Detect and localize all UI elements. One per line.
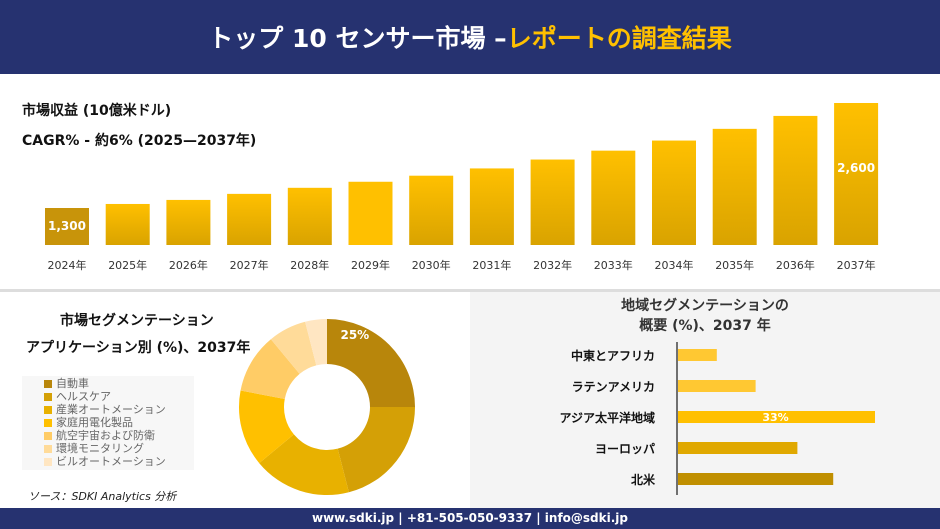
region-segment-panel: 地域セグメンテーションの 概要 (%)、2037 年 中東とアフリカ ラテンアメリ… — [470, 292, 940, 509]
application-segment-panel: 市場セグメンテーション アプリケーション別 (%)、2037年 自動車 ヘルスケア… — [0, 292, 468, 509]
x-tick-label: 2024年 — [48, 258, 87, 272]
legend-label: 自動車 — [56, 377, 89, 390]
data-label: 1,300 — [48, 219, 86, 233]
x-tick-label: 2027年 — [230, 258, 269, 272]
chart-subtitle: CAGR% - 約6% (2025—2037年) — [22, 133, 257, 149]
legend-swatch — [44, 431, 52, 440]
x-tick-label: 2036年 — [776, 258, 815, 272]
region-label: ラテンアメリカ — [571, 380, 655, 394]
legend-item: 自動車 — [44, 377, 194, 390]
region-bars: 33% — [676, 342, 875, 495]
x-tick-label: 2031年 — [472, 258, 511, 272]
bar-2024年 — [45, 208, 89, 245]
legend-swatch — [44, 405, 52, 414]
x-tick-label: 2025年 — [108, 258, 147, 272]
legend-item: 航空宇宙および防衛 — [44, 429, 194, 442]
x-tick-label: 2029年 — [351, 258, 390, 272]
region-label: 北米 — [630, 473, 655, 487]
bar-2029年 — [348, 181, 393, 245]
x-tick-label: 2030年 — [412, 258, 451, 272]
bar-2033年 — [591, 150, 636, 245]
legend-swatch — [44, 418, 52, 427]
legend-swatch — [44, 379, 52, 388]
legend-item: 環境モニタリング — [44, 442, 194, 455]
bar-2032年 — [530, 159, 575, 245]
legend-swatch — [44, 444, 52, 453]
bar-2026年 — [166, 199, 211, 245]
region-subtitle: 概要 (%)、2037 年 — [639, 318, 771, 334]
legend-label: 家庭用電化製品 — [56, 416, 133, 429]
legend-swatch — [44, 392, 52, 401]
slice-環境モニタリング — [270, 321, 317, 374]
legend-item: 家庭用電化製品 — [44, 416, 194, 429]
bar-中東とアフリカ — [678, 349, 717, 361]
legend-label: 航空宇宙および防衛 — [56, 429, 155, 442]
footer-contact: www.sdki.jp | +81-505-050-9337 | info@sd… — [0, 508, 940, 529]
x-tick-label: 2033年 — [594, 258, 633, 272]
data-label: 25% — [340, 328, 369, 342]
x-tick-label: 2034年 — [655, 258, 694, 272]
pie-subtitle: アプリケーション別 (%)、2037年 — [26, 340, 251, 356]
application-donut: 25% — [238, 319, 415, 495]
pie-title: 市場セグメンテーション — [60, 313, 214, 329]
legend-item: ビルオートメーション — [44, 455, 194, 468]
x-tick-label: 2026年 — [169, 258, 208, 272]
revenue-bars: 2024年 1,300 2025年 2026年 2027年 2028年 2029年 2030年… — [45, 102, 879, 272]
region-title: 地域セグメンテーションの — [621, 298, 789, 314]
bar-2027年 — [227, 193, 272, 245]
region-label: 中東とアフリカ — [570, 349, 655, 363]
divider — [0, 289, 940, 292]
bar-2025年 — [105, 203, 150, 245]
bar-2035年 — [712, 128, 757, 245]
slice-産業オートメーション — [259, 434, 349, 495]
header: トップ 10 センサー市場 – レポートの調査結果 — [0, 0, 940, 74]
title-main: トップ 10 センサー市場 – — [208, 24, 507, 53]
legend-label: ヘルスケア — [56, 390, 111, 403]
legend-label: ビルオートメーション — [56, 455, 166, 468]
bar-2030年 — [409, 175, 454, 245]
chart-title: 市場収益 (10億米ドル) — [22, 103, 172, 119]
legend-label: 産業オートメーション — [56, 403, 166, 416]
x-tick-label: 2032年 — [533, 258, 572, 272]
x-tick-label: 2037年 — [837, 258, 876, 272]
source-note: ソース：SDKI Analytics 分析 — [28, 490, 177, 503]
bar-ラテンアメリカ — [678, 380, 756, 392]
slice-航空宇宙および防衛 — [240, 339, 300, 399]
data-label: 33% — [762, 411, 788, 424]
data-label: 2,600 — [837, 161, 875, 175]
pie-legend: 自動車 ヘルスケア 産業オートメーション 家庭用電化製品 航空宇宙および防衛 環境モニタリ… — [22, 376, 194, 470]
slice-ヘルスケア — [337, 407, 415, 493]
bar-2028年 — [287, 187, 332, 245]
title-accent: レポートの調査結果 — [506, 24, 732, 53]
x-tick-label: 2035年 — [715, 258, 754, 272]
legend-item: ヘルスケア — [44, 390, 194, 403]
slice-家庭用電化製品 — [238, 390, 294, 464]
legend-swatch — [44, 457, 52, 466]
region-label: アジア太平洋地域 — [559, 411, 655, 425]
legend-label: 環境モニタリング — [56, 442, 144, 455]
bar-2036年 — [773, 115, 818, 245]
x-tick-label: 2028年 — [290, 258, 329, 272]
revenue-chart: 市場収益 (10億米ドル) CAGR% - 約6% (2025—2037年) 2… — [0, 74, 940, 290]
bar-2037年 — [834, 102, 879, 245]
slice-自動車 — [327, 319, 415, 407]
bar-北米 — [678, 473, 834, 485]
region-label: ヨーロッパ — [594, 442, 655, 456]
legend-item: 産業オートメーション — [44, 403, 194, 416]
bar-2031年 — [469, 168, 514, 245]
bar-2034年 — [652, 140, 696, 245]
slice-ビルオートメーション — [305, 319, 327, 366]
bar-アジア太平洋地域 — [678, 411, 875, 423]
bar-ヨーロッパ — [678, 442, 798, 454]
